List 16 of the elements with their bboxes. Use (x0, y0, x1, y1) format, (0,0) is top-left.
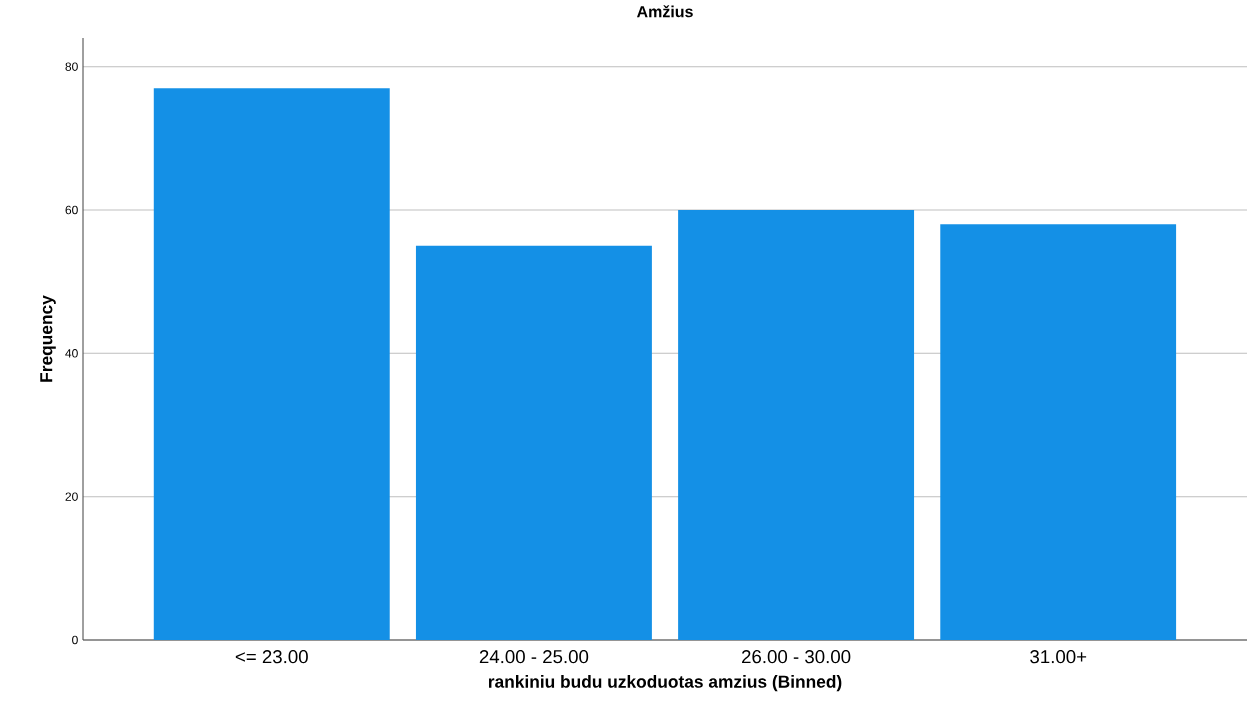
chart-title: Amžius (636, 5, 693, 18)
bar (153, 88, 390, 640)
x-axis-title: rankiniu budu uzkoduotas amzius (Binned) (488, 675, 842, 692)
y-tick-label: 40 (65, 349, 78, 358)
y-tick-label: 0 (72, 635, 78, 645)
y-axis-title: Frequency (40, 295, 56, 382)
y-tick-label: 60 (65, 205, 78, 215)
bar (940, 224, 1177, 640)
bar (678, 210, 915, 640)
x-tick-label: 26.00 - 30.00 (742, 650, 851, 664)
y-tick-label: 80 (65, 62, 78, 71)
x-tick-label: <= 23.00 (235, 650, 308, 664)
x-tick-label: 31.00+ (1030, 650, 1087, 664)
x-tick-label: 24.00 - 25.00 (479, 650, 589, 664)
y-tick-label: 20 (65, 492, 78, 501)
bar (415, 245, 652, 640)
